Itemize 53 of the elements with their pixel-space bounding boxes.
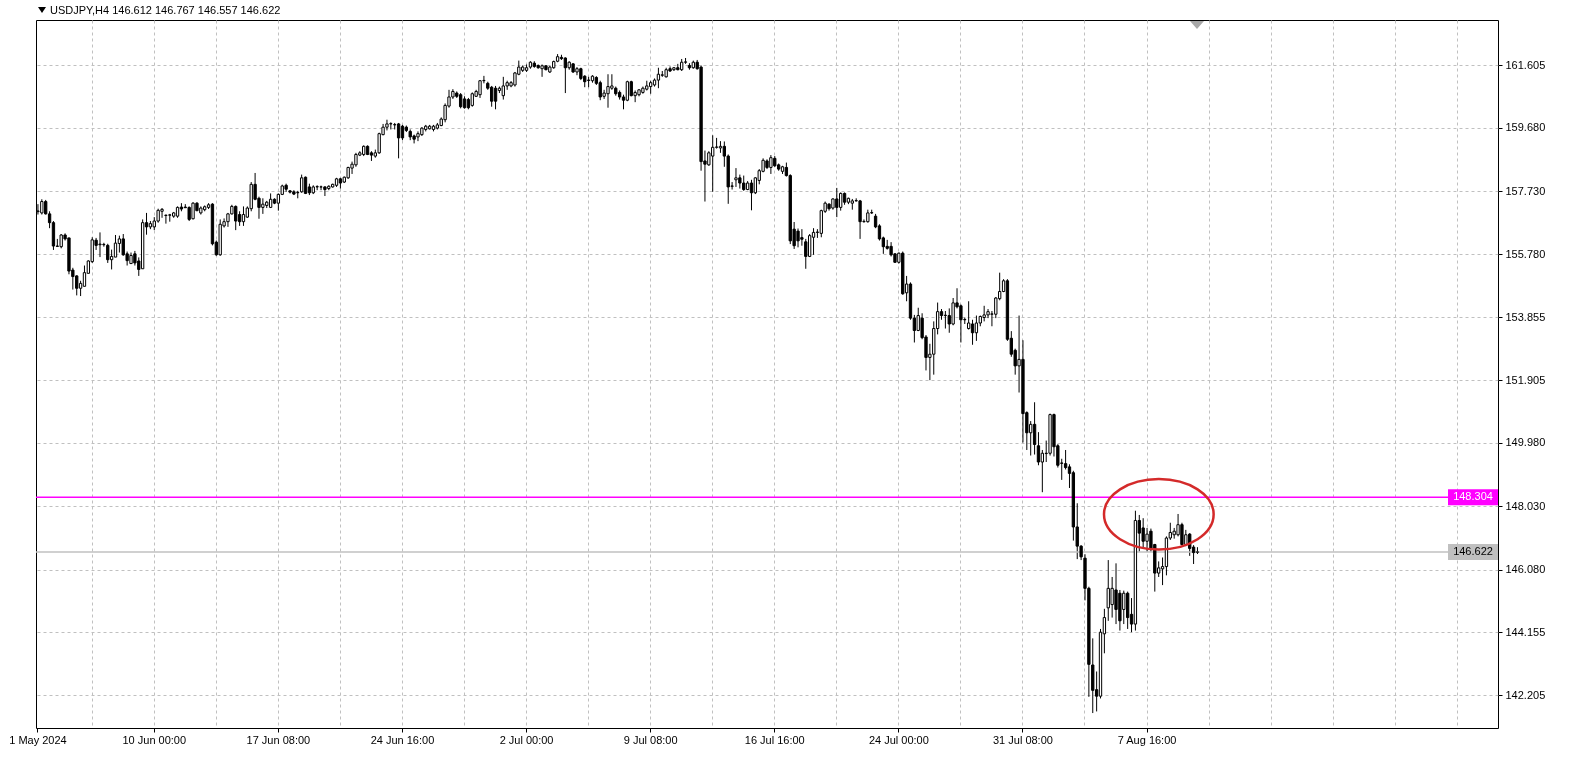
candlestick [1122,590,1126,625]
y-tick-label: 157.730 [1505,184,1546,197]
candlestick [1032,401,1037,456]
y-tick-label: 142.205 [1505,688,1546,701]
y-tick-label: 148.030 [1505,499,1546,512]
x-tick-label: 17 Jun 08:00 [246,733,311,746]
y-tick-label: 153.855 [1505,310,1546,323]
x-tick-label: 1 May 2024 [9,733,67,746]
candlestick [839,191,843,212]
candlestick [416,130,420,142]
x-tick-label: 2 Jul 00:00 [499,733,554,746]
candlestick [261,197,265,215]
y-tick-label: 144.155 [1505,625,1546,638]
candlestick [606,73,610,109]
candlestick [734,167,738,188]
candlestick [970,319,975,346]
y-tick-label: 151.905 [1505,373,1546,386]
candlestick [1036,431,1041,466]
ref-line-label: 148.304 [1453,490,1493,503]
candlestick [540,63,544,78]
candlestick [160,207,164,219]
candlestick [234,204,238,231]
y-tick-label: 161.605 [1505,58,1546,71]
candlestick [1063,449,1068,470]
y-tick-label: 159.680 [1505,121,1546,134]
candlestick [1040,449,1044,493]
x-tick-label: 7 Aug 16:00 [1117,733,1177,746]
candlestick [769,154,773,175]
candlestick [1145,527,1149,553]
ref-line-label: 146.622 [1453,544,1493,557]
candlestick [490,85,494,108]
candlestick [858,199,862,240]
candlestick [1141,517,1145,548]
chart-title: USDJPY,H4 146.612 146.767 146.557 146.622 [50,4,281,16]
candlestick [501,76,505,101]
candlestick [385,119,389,131]
candlestick [323,185,327,197]
candlestick [1106,559,1110,622]
y-tick-label: 146.080 [1505,563,1546,576]
x-tick-label: 24 Jul 00:00 [868,733,929,746]
x-tick-label: 10 Jun 00:00 [122,733,187,746]
candlestick [98,231,102,258]
y-tick-label: 149.980 [1505,436,1546,449]
x-tick-label: 16 Jul 16:00 [744,733,805,746]
candlestick [711,134,715,193]
candlestick [796,228,800,248]
x-tick-label: 31 Jul 08:00 [992,733,1053,746]
candlestick [966,300,971,331]
x-tick-label: 9 Jul 08:00 [623,733,678,746]
candlestick [835,187,839,218]
y-tick-label: 155.780 [1505,247,1546,260]
candlestick [598,80,602,101]
x-tick-label: 24 Jun 16:00 [370,733,435,746]
